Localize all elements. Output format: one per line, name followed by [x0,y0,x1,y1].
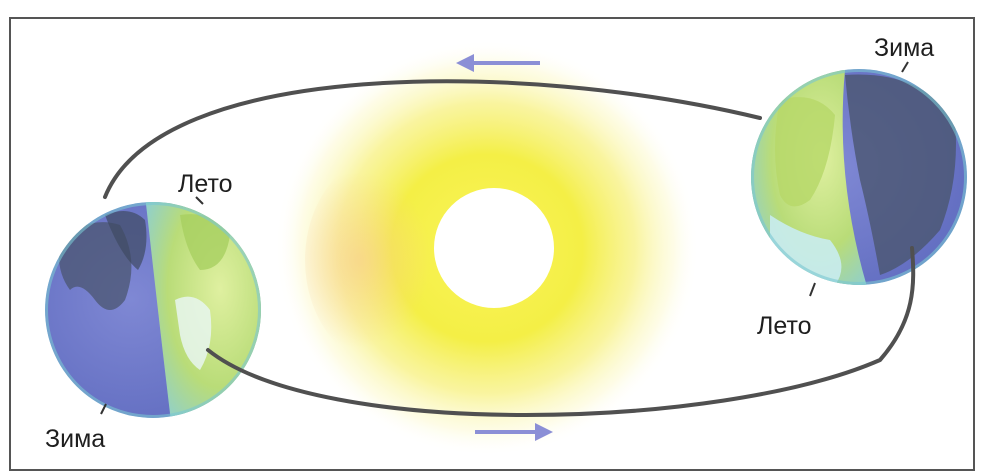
label-summer-left: Лето [178,170,233,198]
orbit-upper-arc [103,79,762,199]
sun-disc [434,188,554,308]
label-winter-left: Зима [45,425,105,453]
arrow-icon [456,54,540,72]
label-pointer [809,282,816,297]
label-winter-right: Зима [874,34,934,62]
label-pointer [901,61,909,73]
orbit-lower-arc [206,246,916,417]
label-summer-right: Лето [757,312,812,340]
arrow-icon [475,423,553,441]
label-pointer [100,403,107,415]
sun-icon [275,40,699,456]
label-pointer [195,196,204,205]
earth-globe-icon [751,69,967,285]
